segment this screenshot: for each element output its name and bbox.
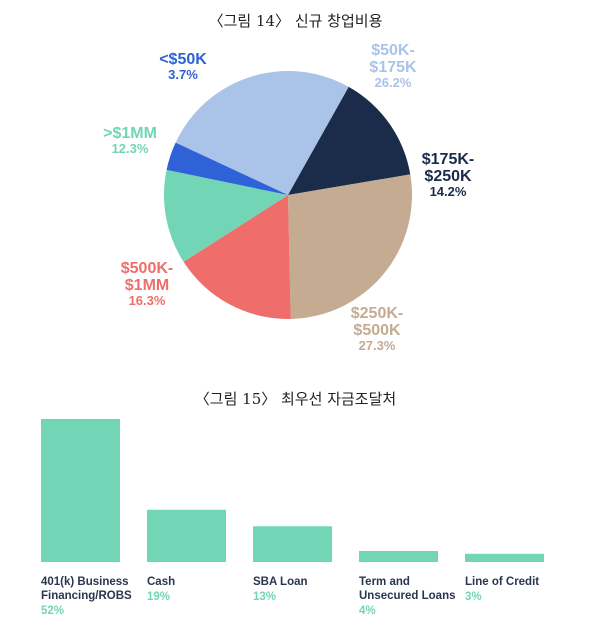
pie-slice-label: $250K: [424, 168, 472, 185]
bar-value-label: 13%: [253, 591, 276, 603]
bar: [41, 419, 120, 562]
bar-category-label: Line of Credit: [465, 576, 539, 588]
bar: [465, 553, 544, 562]
pie-slice: [164, 169, 288, 262]
pie-slice: [175, 70, 349, 195]
startup-cost-pie-chart: $50K-$175K26.2%$175K-$250K14.2%$250K-$50…: [103, 42, 474, 353]
bar-chart-caption: 〈그림 15〉 최우선 자금조달처: [194, 390, 397, 408]
bar: [253, 526, 332, 562]
pie-slice-label: $175K-: [422, 151, 474, 168]
pie-slice-value-label: 16.3%: [129, 293, 166, 308]
pie-slice-value-label: 3.7%: [168, 67, 198, 82]
bar-value-label: 52%: [41, 605, 64, 617]
bar-category-label: Financing/ROBS: [41, 590, 132, 602]
bar-category-label: 401(k) Business: [41, 576, 129, 588]
pie-slice: [166, 142, 288, 195]
bar-category-label: Unsecured Loans: [359, 590, 456, 602]
pie-slice-label: $250K-: [351, 305, 403, 322]
bar-category-label: SBA Loan: [253, 576, 308, 588]
bar-category-label: Cash: [147, 576, 175, 588]
bar: [359, 551, 438, 562]
pie-chart-caption: 〈그림 14〉 신규 창업비용: [208, 12, 383, 30]
pie-slice-label: <$50K: [159, 51, 207, 68]
pie-slice: [183, 195, 291, 320]
bar-value-label: 19%: [147, 591, 170, 603]
bar-value-label: 4%: [359, 605, 376, 617]
pie-slice-label: $500K: [353, 322, 401, 339]
pie-slice-value-label: 27.3%: [359, 338, 396, 353]
pie-slice-label: $175K: [369, 59, 417, 76]
pie-slice-label: $500K-: [121, 260, 173, 277]
pie-slice-label: $1MM: [125, 277, 169, 294]
pie-slice: [288, 86, 411, 195]
pie-slice-value-label: 12.3%: [112, 141, 149, 156]
bar-category-label: Term and: [359, 576, 410, 588]
bar-value-label: 3%: [465, 591, 482, 603]
pie-slice-value-label: 14.2%: [430, 184, 467, 199]
pie-slice-label: >$1MM: [103, 125, 157, 142]
pie-slice-label: $50K-: [371, 42, 415, 59]
bar: [147, 509, 226, 562]
pie-slice-value-label: 26.2%: [375, 75, 412, 90]
pie-slice: [288, 174, 413, 319]
